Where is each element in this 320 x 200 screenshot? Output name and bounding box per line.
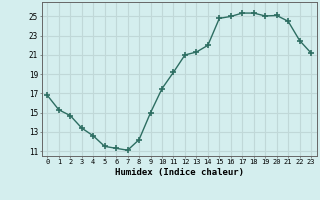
X-axis label: Humidex (Indice chaleur): Humidex (Indice chaleur) [115,168,244,177]
